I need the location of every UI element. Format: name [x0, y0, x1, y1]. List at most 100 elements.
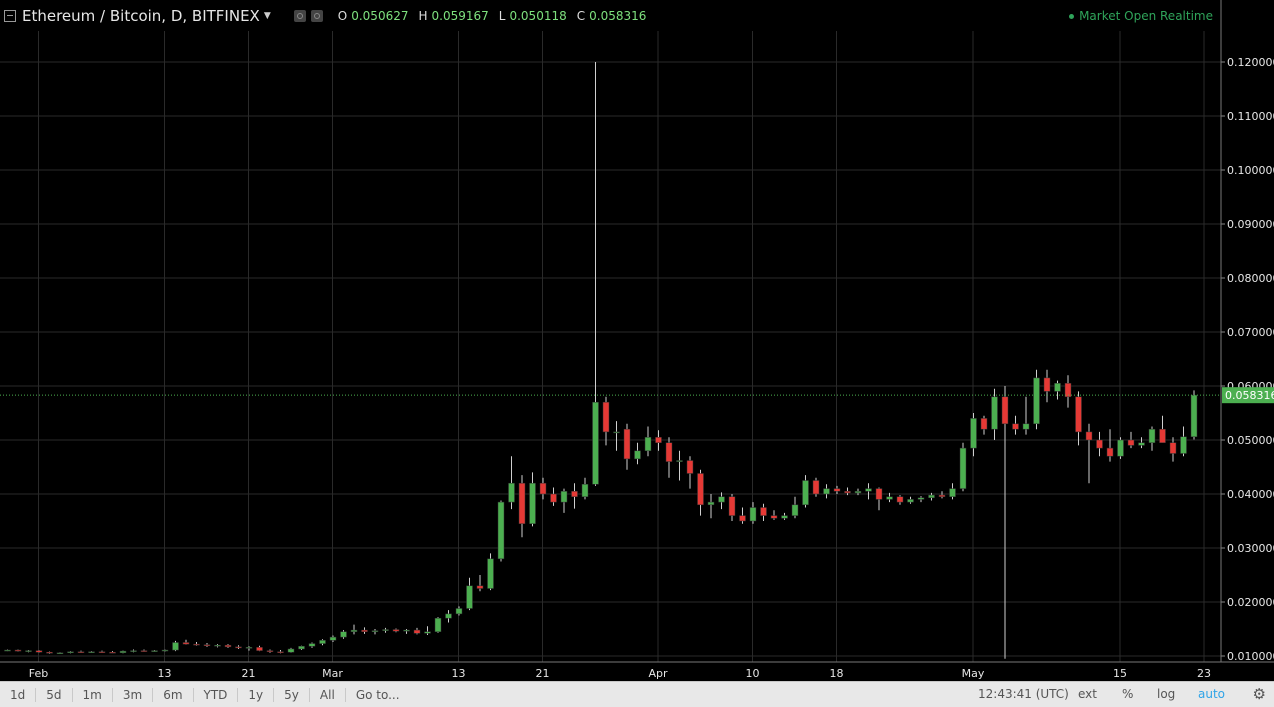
candle-body: [634, 450, 641, 460]
market-status-text: Market Open Realtime: [1079, 9, 1213, 23]
candle-body: [613, 431, 620, 434]
candle-body: [886, 496, 893, 500]
candle-body: [1054, 383, 1061, 392]
low-label: L: [498, 9, 506, 23]
candle-body: [791, 504, 799, 516]
candle-body: [424, 631, 431, 634]
candle-body: [707, 501, 715, 506]
candle-body: [739, 515, 746, 522]
range-button-5d[interactable]: 5d: [36, 687, 73, 702]
candle-body: [1075, 396, 1082, 433]
candle-body: [907, 499, 914, 503]
candle-body: [487, 558, 494, 589]
candle-body: [823, 488, 830, 495]
candle-body: [382, 629, 389, 631]
candle-body: [592, 401, 599, 485]
candle-body: [476, 585, 484, 589]
candle-body: [760, 507, 767, 516]
range-button-6m[interactable]: 6m: [153, 687, 194, 702]
candle-body: [172, 642, 179, 651]
candle-body: [1012, 423, 1019, 430]
candle-body: [193, 643, 200, 646]
x-tick-label: Mar: [322, 667, 343, 680]
candle-body: [371, 630, 379, 632]
high-label: H: [418, 9, 428, 23]
candle-body: [4, 649, 11, 652]
candle-body: [991, 396, 998, 430]
candle-body: [413, 629, 421, 634]
candle-body: [1106, 447, 1114, 457]
candle-body: [445, 613, 452, 619]
low-value: 0.050118: [509, 9, 567, 23]
percent-toggle[interactable]: %: [1122, 687, 1134, 701]
range-button-1y[interactable]: 1y: [238, 687, 275, 702]
candle-body: [1001, 396, 1009, 425]
goto-button[interactable]: Go to...: [355, 687, 400, 702]
chevron-down-icon[interactable]: ▼: [263, 11, 271, 21]
candle-body: [676, 460, 683, 462]
candle-body: [1190, 394, 1198, 438]
range-button-ytd[interactable]: YTD: [194, 687, 239, 702]
gear-icon[interactable]: ⚙: [1252, 685, 1266, 703]
candle-body: [949, 488, 956, 497]
range-button-3m[interactable]: 3m: [113, 687, 154, 702]
ext-toggle[interactable]: ext: [1078, 687, 1097, 701]
close-value: 0.058316: [589, 9, 647, 23]
candle-body: [161, 649, 169, 652]
auto-toggle[interactable]: auto: [1198, 687, 1226, 701]
candle-body: [319, 640, 326, 644]
candle-body: [854, 491, 862, 494]
range-button-1d[interactable]: 1d: [0, 687, 37, 702]
settings-icon[interactable]: [310, 10, 323, 22]
candle-body: [350, 629, 358, 632]
candle-body: [508, 482, 515, 503]
candle-body: [497, 501, 505, 560]
candle-body: [392, 629, 400, 632]
candle-body: [329, 636, 337, 641]
candle-body: [340, 631, 347, 638]
x-tick-label: 13: [452, 667, 466, 680]
candle-body: [1159, 428, 1166, 443]
candle-body: [1043, 377, 1051, 392]
symbol-title[interactable]: Ethereum / Bitcoin, D, BITFINEX: [22, 7, 260, 25]
candle-body: [938, 494, 946, 497]
camera-icon[interactable]: [293, 10, 306, 22]
range-button-1m[interactable]: 1m: [73, 687, 113, 702]
candle-body: [214, 644, 221, 647]
log-toggle[interactable]: log: [1157, 687, 1176, 701]
candle-body: [571, 491, 578, 497]
x-tick-label: 21: [242, 667, 256, 680]
candle-body: [434, 617, 442, 632]
chart-header: Ethereum / Bitcoin, D, BITFINEX ▼ O 0.05…: [0, 0, 1221, 32]
collapse-menu-icon[interactable]: [4, 10, 16, 22]
candle-body: [812, 480, 820, 495]
candle-body: [287, 648, 295, 653]
candle-body: [1180, 436, 1187, 454]
x-tick-label: 13: [158, 667, 172, 680]
candle-body: [119, 650, 127, 654]
range-button-all[interactable]: All: [310, 687, 346, 702]
x-tick-label: Feb: [29, 667, 48, 680]
candle-body: [1127, 439, 1135, 446]
candle-body: [550, 493, 557, 503]
header-tools: [289, 10, 323, 22]
candle-body: [529, 482, 536, 524]
x-tick-label: May: [962, 667, 985, 680]
candle-body: [770, 515, 778, 519]
range-button-5y[interactable]: 5y: [274, 687, 310, 702]
candle-body: [875, 488, 883, 500]
candle-body: [665, 442, 673, 462]
candle-body: [77, 651, 85, 653]
utc-clock: 12:43:41 (UTC): [978, 687, 1069, 701]
current-price-label: 0.058316: [1225, 389, 1274, 402]
candle-body: [896, 496, 904, 503]
